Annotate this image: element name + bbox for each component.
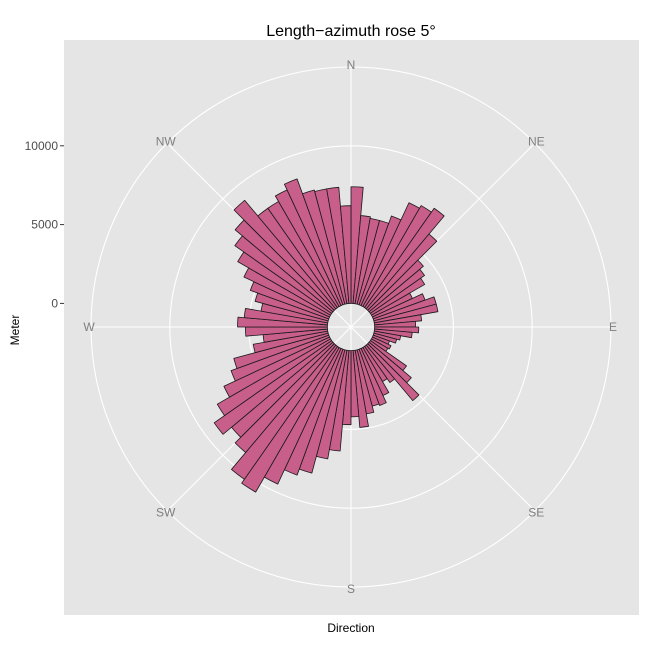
rose-bar [284, 178, 344, 306]
rose-bar [364, 207, 445, 310]
rose-bar [252, 330, 329, 354]
direction-label: N [347, 58, 356, 72]
rose-bar [373, 314, 423, 326]
rose-bar [233, 199, 337, 311]
rose-bar [241, 345, 340, 493]
rose-bar [373, 330, 402, 341]
rose-bars [213, 178, 445, 493]
rose-bar [373, 328, 413, 339]
direction-labels: N NE E SE S SW W NW [83, 58, 617, 596]
x-axis-title: Direction [327, 621, 374, 635]
direction-label: NW [156, 135, 177, 149]
rose-bar [365, 343, 420, 402]
direction-label: W [83, 320, 95, 334]
direction-label: SE [528, 505, 544, 519]
rose-bar [237, 316, 328, 328]
rose-bar [213, 340, 334, 435]
direction-label: E [609, 320, 617, 334]
rose-bar [350, 186, 364, 304]
rose-bar [231, 344, 338, 480]
rose-bar [234, 343, 337, 453]
rose-bar [243, 307, 329, 326]
rose-bar [367, 259, 424, 313]
rose-bar [340, 205, 352, 304]
direction-label: NE [528, 135, 545, 149]
rose-bar [358, 348, 387, 406]
rose-bar [352, 215, 371, 305]
y-axis-title: Meter [8, 315, 22, 346]
rose-bar [365, 233, 438, 311]
rose-bar [369, 277, 426, 316]
rose-bar [364, 344, 395, 383]
rose-bar [368, 268, 425, 314]
direction-label: S [347, 582, 355, 596]
rose-bar [372, 332, 398, 344]
chart-title: Length−azimuth rose 5° [266, 23, 436, 40]
rose-bar [233, 332, 330, 369]
radial-tick-label: 10000 [25, 139, 59, 153]
radial-tick-labels: 0 5000 10000 [25, 139, 64, 310]
radial-tick-label: 0 [51, 296, 58, 310]
rose-bar [373, 303, 439, 324]
direction-label: SW [156, 505, 176, 519]
rose-bar [374, 326, 420, 334]
rose-bar [371, 336, 392, 350]
rose-bar [352, 349, 369, 428]
rose-bar [326, 186, 350, 305]
rose-bar [302, 189, 346, 306]
radial-tick-label: 5000 [31, 218, 58, 232]
rose-bar [223, 336, 331, 398]
rose-bar [216, 338, 333, 416]
rose-bar [230, 334, 330, 382]
